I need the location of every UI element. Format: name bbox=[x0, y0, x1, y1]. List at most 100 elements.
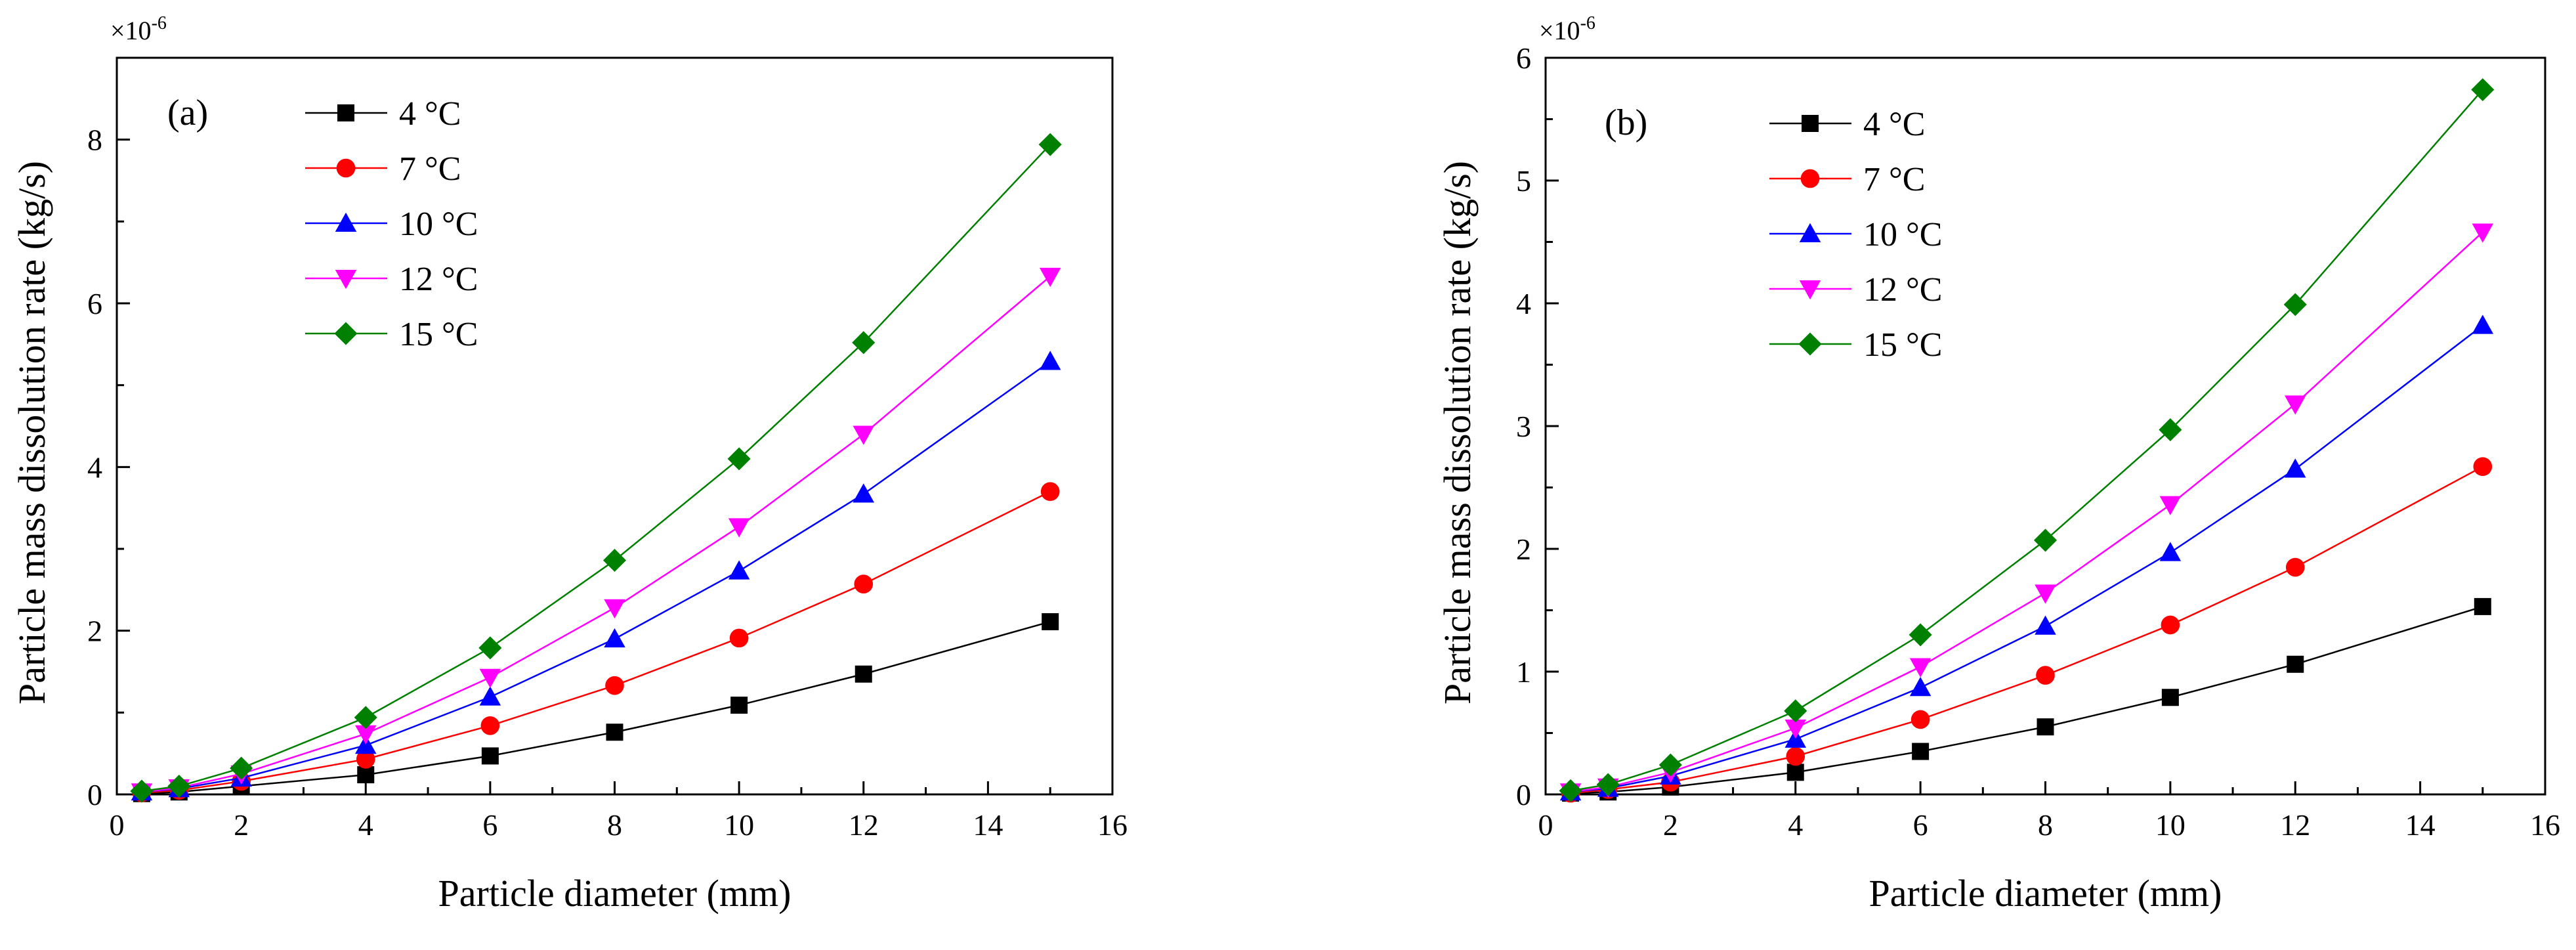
series-7c bbox=[132, 482, 1060, 802]
series-line bbox=[141, 275, 1051, 793]
data-point bbox=[605, 676, 624, 695]
data-point bbox=[357, 766, 375, 784]
multiplier-exponent: -6 bbox=[152, 13, 167, 33]
series-12c bbox=[131, 267, 1061, 803]
y-tick-label: 2 bbox=[87, 615, 102, 648]
legend-label: 10 °C bbox=[1863, 216, 1942, 253]
data-point bbox=[729, 628, 749, 648]
x-tick-label: 10 bbox=[724, 808, 754, 842]
panel-label: (b) bbox=[1605, 102, 1647, 143]
data-point bbox=[2473, 457, 2493, 477]
series-line bbox=[141, 360, 1051, 793]
x-tick-label: 16 bbox=[2530, 808, 2560, 842]
x-tick-label: 8 bbox=[607, 808, 622, 842]
legend-marker bbox=[335, 212, 357, 232]
data-point bbox=[230, 756, 253, 780]
data-point bbox=[853, 425, 874, 445]
y-tick-label: 4 bbox=[1516, 287, 1531, 320]
x-tick-label: 0 bbox=[110, 808, 125, 842]
data-point bbox=[1042, 613, 1059, 630]
multiplier-base: ×10 bbox=[110, 16, 152, 45]
y-axis-multiplier: ×10-6 bbox=[1539, 13, 1595, 45]
x-axis-title: Particle diameter (mm) bbox=[438, 872, 792, 915]
data-point bbox=[2033, 529, 2058, 552]
series-line bbox=[1570, 324, 2483, 793]
data-point bbox=[2035, 584, 2056, 604]
data-point bbox=[1040, 482, 1060, 502]
data-point bbox=[852, 331, 876, 355]
legend-marker bbox=[1800, 169, 1820, 188]
data-point bbox=[2472, 314, 2494, 334]
legend-item: 12 °C bbox=[1769, 271, 1942, 309]
legend-item: 4 °C bbox=[1769, 106, 1925, 143]
data-point bbox=[479, 668, 501, 688]
legend-marker bbox=[337, 104, 354, 121]
data-point bbox=[481, 747, 499, 765]
data-point bbox=[2472, 223, 2494, 243]
data-point bbox=[1658, 753, 1682, 777]
legend-item: 10 °C bbox=[305, 205, 478, 243]
legend-label: 12 °C bbox=[399, 261, 478, 298]
legend-label: 12 °C bbox=[1863, 271, 1942, 309]
data-point bbox=[1784, 699, 1807, 723]
legend-label: 10 °C bbox=[399, 205, 478, 243]
data-point bbox=[356, 750, 375, 769]
data-point bbox=[1786, 764, 1804, 781]
x-tick-label: 6 bbox=[1913, 808, 1928, 842]
x-tick-label: 6 bbox=[482, 808, 497, 842]
y-tick-label: 3 bbox=[1516, 410, 1531, 443]
data-point bbox=[1039, 267, 1061, 288]
series-7c bbox=[1561, 457, 2493, 803]
data-point bbox=[2285, 557, 2305, 577]
y-tick-label: 0 bbox=[1516, 778, 1531, 811]
series-15c bbox=[1559, 78, 2495, 802]
x-tick-label: 4 bbox=[1788, 808, 1803, 842]
data-point bbox=[606, 723, 623, 741]
x-tick-label: 16 bbox=[1097, 808, 1128, 842]
data-point bbox=[130, 779, 154, 803]
y-axis-title: Particle mass dissolution rate (kg/s) bbox=[1436, 161, 1479, 704]
x-tick-label: 2 bbox=[1663, 808, 1678, 842]
y-tick-label: 2 bbox=[1516, 532, 1531, 566]
data-point bbox=[2471, 78, 2495, 102]
series-10c bbox=[1559, 314, 2494, 801]
data-point bbox=[2161, 615, 2180, 635]
data-point bbox=[727, 447, 751, 471]
x-tick-label: 12 bbox=[849, 808, 879, 842]
data-point bbox=[354, 706, 377, 729]
data-point bbox=[854, 574, 874, 594]
legend-item: 10 °C bbox=[1769, 216, 1942, 253]
data-point bbox=[2035, 615, 2056, 635]
data-point bbox=[855, 665, 872, 683]
legend-label: 4 °C bbox=[399, 95, 461, 133]
data-point bbox=[1909, 677, 1932, 697]
y-tick-label: 5 bbox=[1516, 164, 1531, 198]
data-point bbox=[355, 725, 377, 745]
x-tick-label: 10 bbox=[2155, 808, 2185, 842]
data-point bbox=[2159, 496, 2182, 515]
x-tick-label: 4 bbox=[358, 808, 373, 842]
data-point bbox=[480, 716, 500, 735]
data-point bbox=[2474, 597, 2491, 615]
legend-label: 15 °C bbox=[399, 316, 478, 353]
series-4c bbox=[133, 613, 1059, 802]
x-axis-title: Particle diameter (mm) bbox=[1869, 872, 2222, 915]
data-point bbox=[1912, 743, 1930, 760]
legend-marker bbox=[335, 270, 357, 290]
x-tick-label: 8 bbox=[2038, 808, 2053, 842]
data-point bbox=[604, 599, 625, 619]
data-point bbox=[167, 774, 191, 798]
data-point bbox=[1559, 779, 1582, 802]
legend-marker bbox=[334, 322, 358, 345]
y-tick-label: 8 bbox=[87, 123, 102, 157]
legend-marker bbox=[1799, 223, 1821, 242]
data-point bbox=[478, 636, 502, 660]
y-axis-multiplier: ×10-6 bbox=[110, 13, 167, 45]
data-point bbox=[602, 548, 627, 572]
data-point bbox=[2037, 718, 2054, 736]
legend-label: 15 °C bbox=[1863, 326, 1942, 364]
legend-item: 15 °C bbox=[1769, 326, 1942, 364]
